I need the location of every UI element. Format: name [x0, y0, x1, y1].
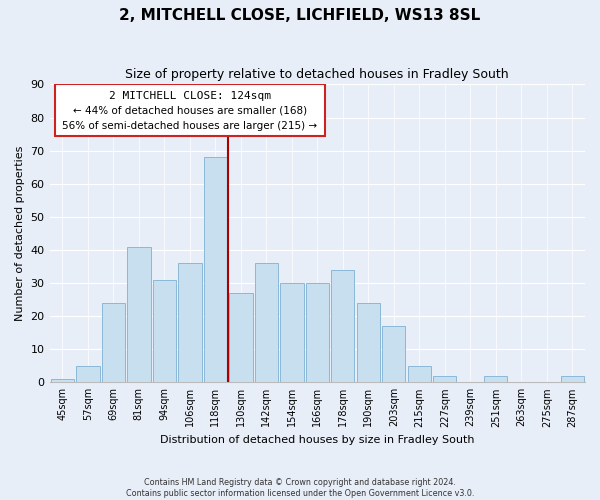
- Bar: [254, 263, 278, 382]
- Text: Contains HM Land Registry data © Crown copyright and database right 2024.
Contai: Contains HM Land Registry data © Crown c…: [126, 478, 474, 498]
- Text: 56% of semi-detached houses are larger (215) →: 56% of semi-detached houses are larger (…: [62, 121, 317, 131]
- Bar: [203, 158, 227, 382]
- Bar: [356, 303, 380, 382]
- Bar: [560, 376, 584, 382]
- Bar: [152, 280, 176, 382]
- Bar: [280, 283, 304, 382]
- Title: Size of property relative to detached houses in Fradley South: Size of property relative to detached ho…: [125, 68, 509, 80]
- Bar: [305, 283, 329, 382]
- Text: 2 MITCHELL CLOSE: 124sqm: 2 MITCHELL CLOSE: 124sqm: [109, 91, 271, 101]
- Bar: [229, 293, 253, 382]
- Bar: [50, 379, 74, 382]
- Bar: [178, 263, 202, 382]
- Bar: [433, 376, 457, 382]
- Bar: [331, 270, 355, 382]
- FancyBboxPatch shape: [55, 84, 325, 136]
- Bar: [484, 376, 508, 382]
- Bar: [382, 326, 406, 382]
- X-axis label: Distribution of detached houses by size in Fradley South: Distribution of detached houses by size …: [160, 435, 475, 445]
- Text: 2, MITCHELL CLOSE, LICHFIELD, WS13 8SL: 2, MITCHELL CLOSE, LICHFIELD, WS13 8SL: [119, 8, 481, 22]
- Bar: [407, 366, 431, 382]
- Bar: [127, 246, 151, 382]
- Bar: [101, 303, 125, 382]
- Y-axis label: Number of detached properties: Number of detached properties: [15, 146, 25, 321]
- Text: ← 44% of detached houses are smaller (168): ← 44% of detached houses are smaller (16…: [73, 106, 307, 116]
- Bar: [76, 366, 100, 382]
